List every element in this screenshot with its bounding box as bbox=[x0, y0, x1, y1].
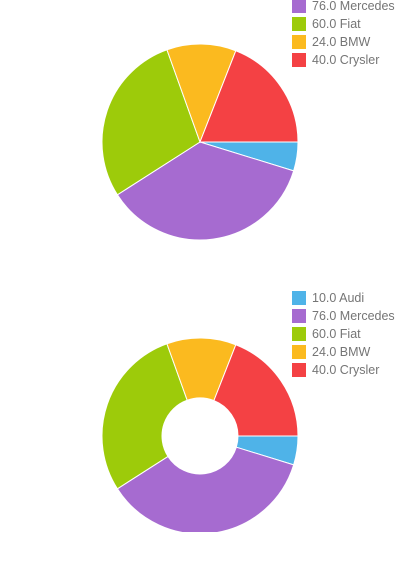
pie-chart-plot bbox=[101, 43, 299, 240]
slice-fiat[interactable] bbox=[101, 49, 201, 196]
legend-label: 10.0 Audi bbox=[312, 291, 365, 305]
legend-label: 60.0 Fiat bbox=[312, 17, 361, 31]
legend-item: 76.0 Mercedes bbox=[292, 308, 400, 324]
donut-chart-legend: 10.0 Audi 76.0 Mercedes 60.0 Fiat 24.0 BMW 4… bbox=[292, 290, 400, 380]
legend-swatch bbox=[292, 35, 306, 49]
slice-crysler[interactable] bbox=[213, 344, 299, 437]
slice-bmw[interactable] bbox=[166, 43, 237, 144]
slice-fiat[interactable] bbox=[101, 343, 188, 490]
legend-item: 24.0 BMW bbox=[292, 344, 400, 360]
slice-crysler[interactable] bbox=[199, 50, 299, 143]
legend-label: 76.0 Mercedes bbox=[312, 309, 395, 323]
legend-item: 40.0 Crysler bbox=[292, 362, 400, 378]
slice-bmw[interactable] bbox=[166, 337, 237, 402]
legend-item: 60.0 Fiat bbox=[292, 16, 400, 32]
legend-label: 24.0 BMW bbox=[312, 345, 371, 359]
legend-swatch bbox=[292, 327, 306, 341]
legend-swatch bbox=[292, 53, 306, 67]
legend-swatch bbox=[292, 0, 306, 13]
legend-swatch bbox=[292, 309, 306, 323]
legend-label: 40.0 Crysler bbox=[312, 53, 380, 67]
legend-swatch bbox=[292, 291, 306, 305]
legend-swatch bbox=[292, 345, 306, 359]
legend-label: 60.0 Fiat bbox=[312, 327, 361, 341]
slice-mercedes[interactable] bbox=[116, 446, 295, 532]
legend-swatch bbox=[292, 363, 306, 377]
legend-item: 40.0 Crysler bbox=[292, 52, 400, 68]
legend-item: 24.0 BMW bbox=[292, 34, 400, 50]
donut-chart: 10.0 Audi 76.0 Mercedes 60.0 Fiat 24.0 BMW 4… bbox=[0, 272, 400, 532]
legend-swatch bbox=[292, 17, 306, 31]
legend-item: 60.0 Fiat bbox=[292, 326, 400, 342]
legend-label: 76.0 Mercedes bbox=[312, 0, 395, 13]
legend-item: 10.0 Audi bbox=[292, 290, 400, 306]
legend-label: 40.0 Crysler bbox=[312, 363, 380, 377]
donut-chart-plot bbox=[101, 337, 299, 532]
slice-mercedes[interactable] bbox=[116, 141, 295, 240]
legend-label: 24.0 BMW bbox=[312, 35, 371, 49]
legend-item: 76.0 Mercedes bbox=[292, 0, 400, 14]
